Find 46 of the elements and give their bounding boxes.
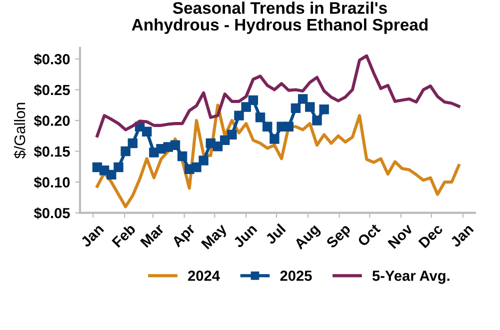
legend-label: 5-Year Avg. <box>372 270 450 284</box>
point <box>319 104 329 114</box>
x-tick-label: Sep <box>326 223 354 251</box>
y-tick-label: $0.10 <box>34 176 70 188</box>
point <box>284 122 294 132</box>
point <box>234 110 244 120</box>
point <box>198 156 208 166</box>
point <box>142 126 152 136</box>
y-tick-label: $0.05 <box>34 207 70 220</box>
point <box>248 95 258 106</box>
x-tick-label: Feb <box>111 222 136 248</box>
x-tick-label: Jun <box>232 224 258 248</box>
chart-title: Seasonal Trends in Brazil's Anhydrous - Hydrous Ethanol Spread <box>132 2 428 34</box>
x-tick-label: Apr <box>171 223 198 250</box>
line-series <box>96 104 460 208</box>
point <box>120 146 130 156</box>
legend-label: 2024 <box>188 270 220 281</box>
point <box>298 94 308 104</box>
point <box>262 122 272 132</box>
point <box>255 112 266 122</box>
x-tick-label: Dec <box>418 223 444 248</box>
x-tick-label: Jan <box>80 224 104 248</box>
point <box>128 138 138 148</box>
point <box>177 151 188 162</box>
x-tick-label: Jul <box>264 223 286 245</box>
point <box>114 162 124 172</box>
point <box>106 170 116 180</box>
y-tick-label: $0.25 <box>34 84 70 96</box>
y-tick-label: $0.30 <box>34 53 70 66</box>
y-tick-label: $0.20 <box>34 114 70 127</box>
y-axis-title: $/Gallon <box>14 102 26 159</box>
line-series <box>96 54 460 138</box>
x-tick-label: Oct <box>356 222 381 247</box>
point <box>192 162 202 172</box>
point <box>241 102 251 112</box>
legend-label: 2025 <box>280 270 312 281</box>
y-tick-label: $0.15 <box>34 146 70 158</box>
x-tick-label: Nov <box>388 222 414 249</box>
x-tick-label: Jan <box>450 224 474 248</box>
x-tick-label: Mar <box>140 223 165 248</box>
point <box>290 103 301 114</box>
point <box>270 134 280 144</box>
point <box>227 130 237 140</box>
point <box>170 140 180 150</box>
point <box>305 102 315 112</box>
point <box>312 116 322 126</box>
